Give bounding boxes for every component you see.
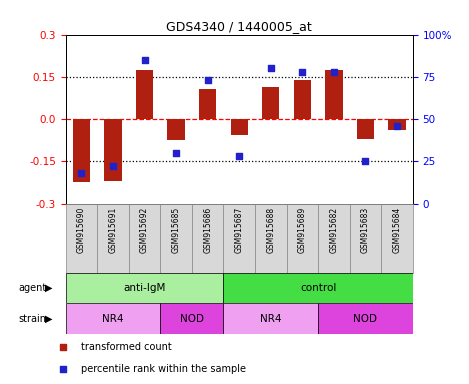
Text: GSM915685: GSM915685 [172,207,181,253]
Text: NOD: NOD [354,314,378,324]
Bar [287,204,318,273]
Point [172,150,180,156]
Point [235,153,243,159]
Bar [388,119,406,130]
Bar [66,303,160,334]
Bar [381,204,413,273]
Text: control: control [300,283,336,293]
Text: agent: agent [19,283,47,293]
Text: percentile rank within the sample: percentile rank within the sample [81,364,246,374]
Point [393,123,401,129]
Bar [318,204,349,273]
Point [141,57,148,63]
Text: GSM915683: GSM915683 [361,207,370,253]
Bar [199,89,216,119]
Point [60,344,67,350]
Point [267,65,274,71]
Text: GSM915690: GSM915690 [77,207,86,253]
Text: GSM915684: GSM915684 [393,207,401,253]
Text: NR4: NR4 [260,314,281,324]
Bar [255,204,287,273]
Point [299,69,306,75]
Point [60,366,67,372]
Bar [223,303,318,334]
Bar [294,79,311,119]
Bar [104,119,121,181]
Text: GSM915687: GSM915687 [234,207,244,253]
Bar [262,87,280,119]
Text: strain: strain [19,314,47,324]
Bar [325,70,342,119]
Bar [160,303,223,334]
Point [330,69,338,75]
Text: GSM915689: GSM915689 [298,207,307,253]
Text: ▶: ▶ [45,314,52,324]
Bar [136,70,153,119]
Bar [167,119,185,140]
Bar [223,204,255,273]
Title: GDS4340 / 1440005_at: GDS4340 / 1440005_at [166,20,312,33]
Point [362,158,369,164]
Text: NR4: NR4 [102,314,124,324]
Bar [66,204,97,273]
Bar [129,204,160,273]
Bar [192,204,223,273]
Bar [160,204,192,273]
Text: GSM915691: GSM915691 [108,207,118,253]
Bar [73,119,90,182]
Text: GSM915686: GSM915686 [203,207,212,253]
Bar [230,119,248,134]
Bar [318,303,413,334]
Text: transformed count: transformed count [81,342,172,352]
Text: GSM915692: GSM915692 [140,207,149,253]
Text: GSM915682: GSM915682 [329,207,338,253]
Point [204,77,212,83]
Text: ▶: ▶ [45,283,52,293]
Bar [66,273,223,303]
Text: GSM915688: GSM915688 [266,207,275,253]
Bar [223,273,413,303]
Text: anti-IgM: anti-IgM [123,283,166,293]
Bar [97,204,129,273]
Bar [357,119,374,139]
Point [78,170,85,176]
Point [109,163,117,169]
Text: NOD: NOD [180,314,204,324]
Bar [349,204,381,273]
